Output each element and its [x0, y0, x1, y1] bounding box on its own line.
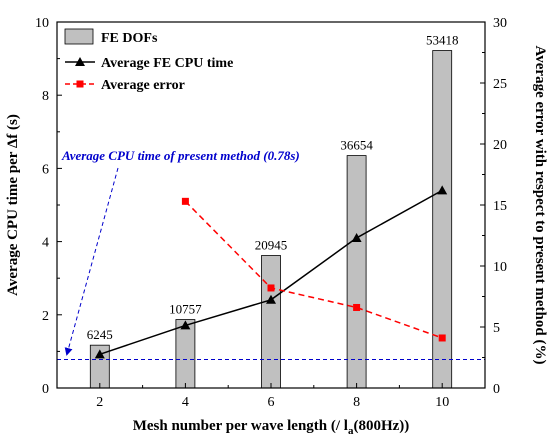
y-right-tick-label: 15 — [493, 199, 507, 214]
point-cpu-time — [266, 294, 276, 304]
bar-data-label: 6245 — [87, 327, 113, 342]
point-cpu-time — [437, 185, 448, 195]
legend-label-error: Average error — [101, 78, 185, 93]
line-error — [184, 200, 443, 339]
point-cpu-time — [351, 232, 362, 242]
y-right-tick-label: 25 — [493, 77, 507, 92]
y-axis-left-title: Average CPU time per Δf (s) — [5, 114, 21, 296]
y-right-tick-label: 0 — [493, 382, 500, 397]
y-left-tick-label: 8 — [42, 89, 49, 104]
point-error — [438, 334, 446, 342]
reference-annotation: Average CPU time of present method (0.78… — [61, 148, 300, 163]
x-axis-title: Mesh number per wave length (/ la(800Hz)… — [133, 418, 410, 437]
y-left-tick-label: 0 — [42, 382, 49, 397]
x-tick-label: 2 — [96, 395, 103, 410]
y-right-tick-label: 10 — [493, 260, 507, 275]
bar-data-label: 10757 — [169, 302, 202, 317]
y-right-tick-label: 5 — [493, 321, 500, 336]
y-left-tick-label: 4 — [42, 236, 49, 251]
lines-layer — [94, 185, 448, 359]
y-left-tick-label: 6 — [42, 162, 49, 177]
bar-data-label: 20945 — [255, 238, 288, 253]
point-error — [353, 303, 361, 311]
bar-labels-layer: 6245 10757 20945 36654 53418 — [87, 33, 459, 343]
legend-swatch-fe-dofs — [64, 28, 94, 45]
y-left-tick-label: 2 — [42, 309, 49, 324]
point-error — [181, 197, 189, 205]
legend-marker-triangle — [75, 57, 85, 66]
point-cpu-time — [94, 349, 105, 359]
y-left-tick-label: 10 — [35, 16, 49, 31]
bars-layer — [89, 50, 453, 389]
point-cpu-time — [180, 320, 191, 330]
x-tick-label: 8 — [353, 395, 360, 410]
x-tick-label: 4 — [182, 395, 189, 410]
legend-marker-square — [76, 80, 84, 88]
ticks-layer: 2 4 6 8 10 0 2 4 6 8 10 0 5 10 15 20 25 30 — [35, 16, 507, 410]
point-error — [267, 284, 275, 292]
y-axis-right-title: Average error with respect to present me… — [532, 46, 548, 365]
legend: FE DOFs Average FE CPU time Average erro… — [64, 28, 233, 93]
y-right-tick-label: 30 — [493, 16, 507, 31]
bar-fe-dofs — [261, 255, 281, 389]
y-right-tick-label: 20 — [493, 138, 507, 153]
x-tick-label: 6 — [268, 395, 275, 410]
reference-annotation-arrow — [64, 167, 119, 356]
bar-data-label: 53418 — [426, 33, 459, 48]
legend-label-fe-dofs: FE DOFs — [101, 31, 158, 46]
bar-data-label: 36654 — [340, 138, 373, 153]
legend-label-cpu-time: Average FE CPU time — [101, 56, 233, 71]
bar-fe-dofs — [346, 155, 367, 389]
bar-fe-dofs — [175, 319, 196, 389]
x-tick-label: 10 — [435, 395, 449, 410]
